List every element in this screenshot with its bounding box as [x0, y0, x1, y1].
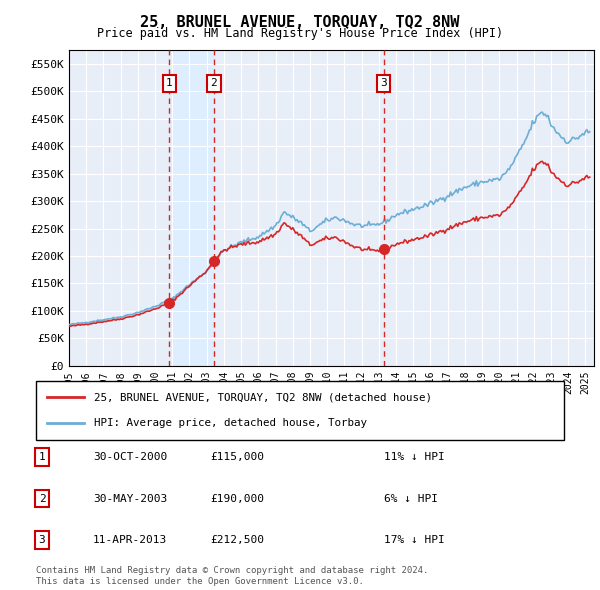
Text: 2: 2	[38, 494, 46, 503]
Text: 30-OCT-2000: 30-OCT-2000	[93, 453, 167, 462]
Text: £212,500: £212,500	[210, 535, 264, 545]
Text: 1: 1	[166, 78, 173, 88]
Text: 11% ↓ HPI: 11% ↓ HPI	[384, 453, 445, 462]
Text: Contains HM Land Registry data © Crown copyright and database right 2024.: Contains HM Land Registry data © Crown c…	[36, 566, 428, 575]
FancyBboxPatch shape	[36, 381, 564, 440]
Text: 2: 2	[211, 78, 217, 88]
Text: 6% ↓ HPI: 6% ↓ HPI	[384, 494, 438, 503]
Text: 17% ↓ HPI: 17% ↓ HPI	[384, 535, 445, 545]
Text: 25, BRUNEL AVENUE, TORQUAY, TQ2 8NW (detached house): 25, BRUNEL AVENUE, TORQUAY, TQ2 8NW (det…	[94, 392, 432, 402]
Text: 25, BRUNEL AVENUE, TORQUAY, TQ2 8NW: 25, BRUNEL AVENUE, TORQUAY, TQ2 8NW	[140, 15, 460, 30]
Text: 3: 3	[38, 535, 46, 545]
Text: This data is licensed under the Open Government Licence v3.0.: This data is licensed under the Open Gov…	[36, 577, 364, 586]
Bar	[169, 50, 214, 366]
Text: 11-APR-2013: 11-APR-2013	[93, 535, 167, 545]
Text: 30-MAY-2003: 30-MAY-2003	[93, 494, 167, 503]
Text: 1: 1	[38, 453, 46, 462]
Text: £190,000: £190,000	[210, 494, 264, 503]
Text: 3: 3	[380, 78, 387, 88]
Text: £115,000: £115,000	[210, 453, 264, 462]
Text: Price paid vs. HM Land Registry's House Price Index (HPI): Price paid vs. HM Land Registry's House …	[97, 27, 503, 40]
Text: HPI: Average price, detached house, Torbay: HPI: Average price, detached house, Torb…	[94, 418, 367, 428]
